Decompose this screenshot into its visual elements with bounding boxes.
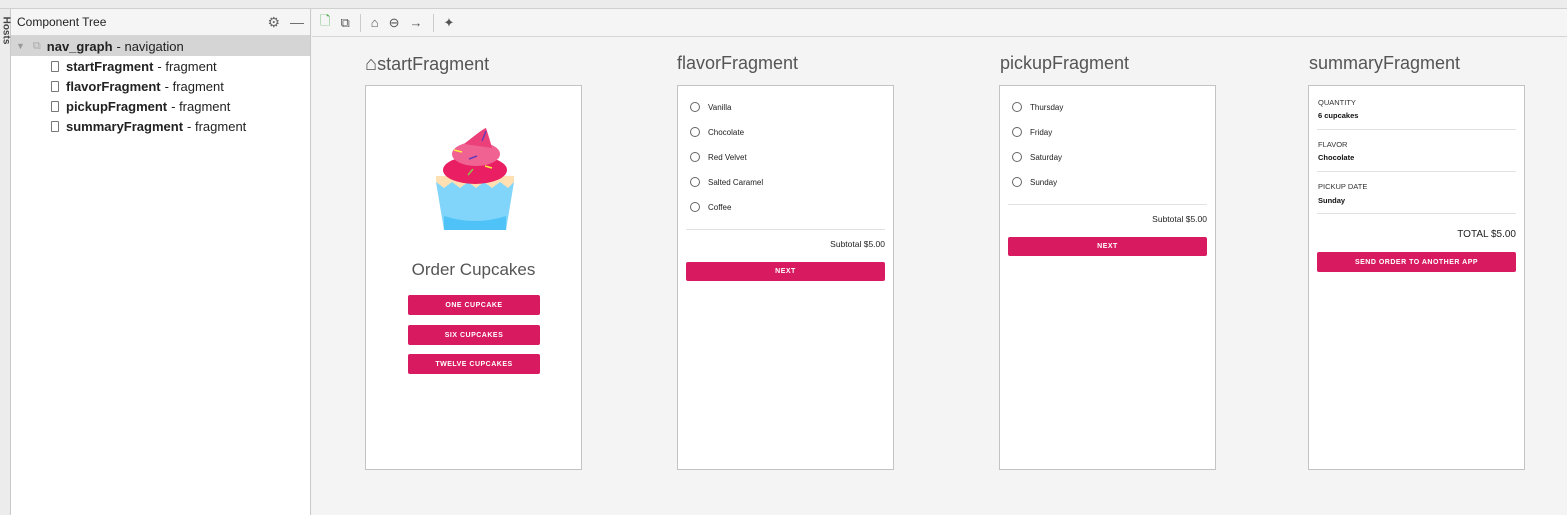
option-label: Chocolate: [708, 127, 745, 137]
flavor-label: FLAVOR: [1318, 140, 1348, 149]
tree-item-name: startFragment: [66, 58, 154, 74]
quantity-label: QUANTITY: [1318, 98, 1356, 107]
radio-friday[interactable]: Friday: [1012, 127, 1052, 137]
flavor-value: Chocolate: [1318, 153, 1355, 162]
fragment-icon: [51, 80, 59, 92]
radio-circle-icon[interactable]: [1012, 152, 1022, 162]
fragment-icon: [51, 60, 59, 72]
quantity-value: 6 cupcakes: [1318, 111, 1359, 120]
auto-arrange-icon[interactable]: ✦: [443, 14, 455, 30]
expand-arrow-icon[interactable]: ▼: [16, 41, 25, 51]
flavor-fragment-title[interactable]: flavorFragment: [677, 53, 799, 73]
navigation-icon: ⧉: [32, 39, 41, 52]
tree-item-type: - fragment: [164, 78, 224, 94]
radio-circle-icon[interactable]: [690, 177, 700, 187]
radio-red-velvet[interactable]: Red Velvet: [690, 152, 747, 162]
divider: [1317, 213, 1516, 214]
action-arrow-icon[interactable]: →: [409, 15, 423, 30]
tree-item-pickupFragment[interactable]: pickupFragment - fragment: [11, 96, 310, 116]
fragment-icon: [51, 120, 59, 132]
summary-fragment-title[interactable]: summaryFragment: [1309, 53, 1461, 73]
divider: [1317, 129, 1516, 130]
tree-item-flavorFragment[interactable]: flavorFragment - fragment: [11, 76, 310, 96]
pickup-date-label: PICKUP DATE: [1318, 182, 1368, 191]
tree-item-name: flavorFragment: [66, 78, 161, 94]
summary-fragment-screen[interactable]: QUANTITY 6 cupcakes FLAVOR Chocolate PIC…: [1308, 85, 1525, 470]
start-fragment-title[interactable]: ⌂startFragment: [365, 53, 489, 76]
send-order-button[interactable]: SEND ORDER TO ANOTHER APP: [1317, 252, 1516, 272]
radio-salted-caramel[interactable]: Salted Caramel: [690, 177, 763, 187]
radio-coffee[interactable]: Coffee: [690, 202, 731, 212]
tree-item-type: - navigation: [116, 38, 184, 54]
radio-circle-icon[interactable]: [1012, 177, 1022, 187]
twelve-cupcakes-button[interactable]: TWELVE CUPCAKES: [408, 354, 540, 374]
graph-toolbar: 🗋 ⧉ ⌂ ⊖ → ✦: [312, 9, 1567, 37]
divider: [1317, 171, 1516, 172]
tree-item-summaryFragment[interactable]: summaryFragment - fragment: [11, 116, 310, 136]
six-cupcakes-button[interactable]: SIX CUPCAKES: [408, 325, 540, 345]
radio-circle-icon[interactable]: [1012, 102, 1022, 112]
tree-item-name: summaryFragment: [66, 118, 184, 134]
next-button[interactable]: NEXT: [686, 262, 885, 281]
home-icon[interactable]: ⌂: [370, 15, 379, 30]
tree-item-nav-graph[interactable]: ▼ ⧉ nav_graph - navigation: [11, 36, 310, 56]
option-label: Saturday: [1030, 152, 1063, 162]
hosts-label: Hosts: [0, 16, 12, 45]
tree-item-type: - fragment: [157, 58, 217, 74]
component-tree-panel: Component Tree ⚙ — ▼ ⧉ nav_graph - navigatio…: [11, 9, 311, 515]
option-label: Thursday: [1030, 102, 1064, 112]
next-button[interactable]: NEXT: [1008, 237, 1207, 256]
link-icon[interactable]: ⊖: [388, 14, 400, 30]
gear-icon[interactable]: ⚙: [267, 13, 280, 30]
panel-title: Component Tree: [17, 15, 107, 29]
radio-saturday[interactable]: Saturday: [1012, 152, 1062, 162]
tree-item-type: - fragment: [171, 98, 231, 114]
option-label: Sunday: [1030, 177, 1058, 187]
pickup-date-value: Sunday: [1318, 196, 1346, 205]
total: TOTAL $5.00: [1457, 229, 1516, 240]
option-label: Red Velvet: [708, 152, 747, 162]
tree-item-startFragment[interactable]: startFragment - fragment: [11, 56, 310, 76]
flavor-fragment-screen[interactable]: Vanilla Chocolate Red Velvet Salted Cara…: [677, 85, 894, 470]
pickup-fragment-screen[interactable]: Thursday Friday Saturday Sunday Subtotal…: [999, 85, 1216, 470]
radio-circle-icon[interactable]: [1012, 127, 1022, 137]
subtotal: Subtotal $5.00: [1152, 214, 1207, 224]
home-icon: ⌂: [365, 53, 378, 75]
divider: [359, 13, 361, 32]
tree-item-name: pickupFragment: [66, 98, 168, 114]
radio-sunday[interactable]: Sunday: [1012, 177, 1057, 187]
one-cupcake-button[interactable]: ONE CUPCAKE: [408, 295, 540, 315]
option-label: Vanilla: [708, 102, 732, 112]
fragment-name: startFragment: [377, 54, 490, 74]
radio-vanilla[interactable]: Vanilla: [690, 102, 731, 112]
order-heading: Order Cupcakes: [411, 260, 536, 279]
radio-chocolate[interactable]: Chocolate: [690, 127, 744, 137]
fragment-icon: [51, 100, 59, 112]
radio-thursday[interactable]: Thursday: [1012, 102, 1063, 112]
start-fragment-screen[interactable]: Order Cupcakes ONE CUPCAKE SIX CUPCAKES …: [365, 85, 582, 470]
new-destination-icon[interactable]: 🗋: [320, 12, 331, 28]
radio-circle-icon[interactable]: [690, 152, 700, 162]
nested-graph-icon[interactable]: ⧉: [340, 14, 350, 30]
divider: [1008, 204, 1207, 205]
hosts-side-tab[interactable]: Hosts: [0, 9, 11, 515]
radio-circle-icon[interactable]: [690, 127, 700, 137]
pickup-fragment-title[interactable]: pickupFragment: [1000, 53, 1130, 73]
tree-item-name: nav_graph: [46, 38, 113, 54]
radio-circle-icon[interactable]: [690, 202, 700, 212]
divider: [432, 13, 434, 32]
tree-item-type: - fragment: [187, 118, 247, 134]
top-bar: [0, 0, 1567, 9]
subtotal: Subtotal $5.00: [830, 239, 885, 249]
minimize-icon[interactable]: —: [290, 14, 304, 30]
option-label: Coffee: [708, 202, 732, 212]
cupcake-image: [436, 128, 514, 230]
divider: [686, 229, 885, 230]
radio-circle-icon[interactable]: [690, 102, 700, 112]
option-label: Salted Caramel: [708, 177, 764, 187]
option-label: Friday: [1030, 127, 1053, 137]
